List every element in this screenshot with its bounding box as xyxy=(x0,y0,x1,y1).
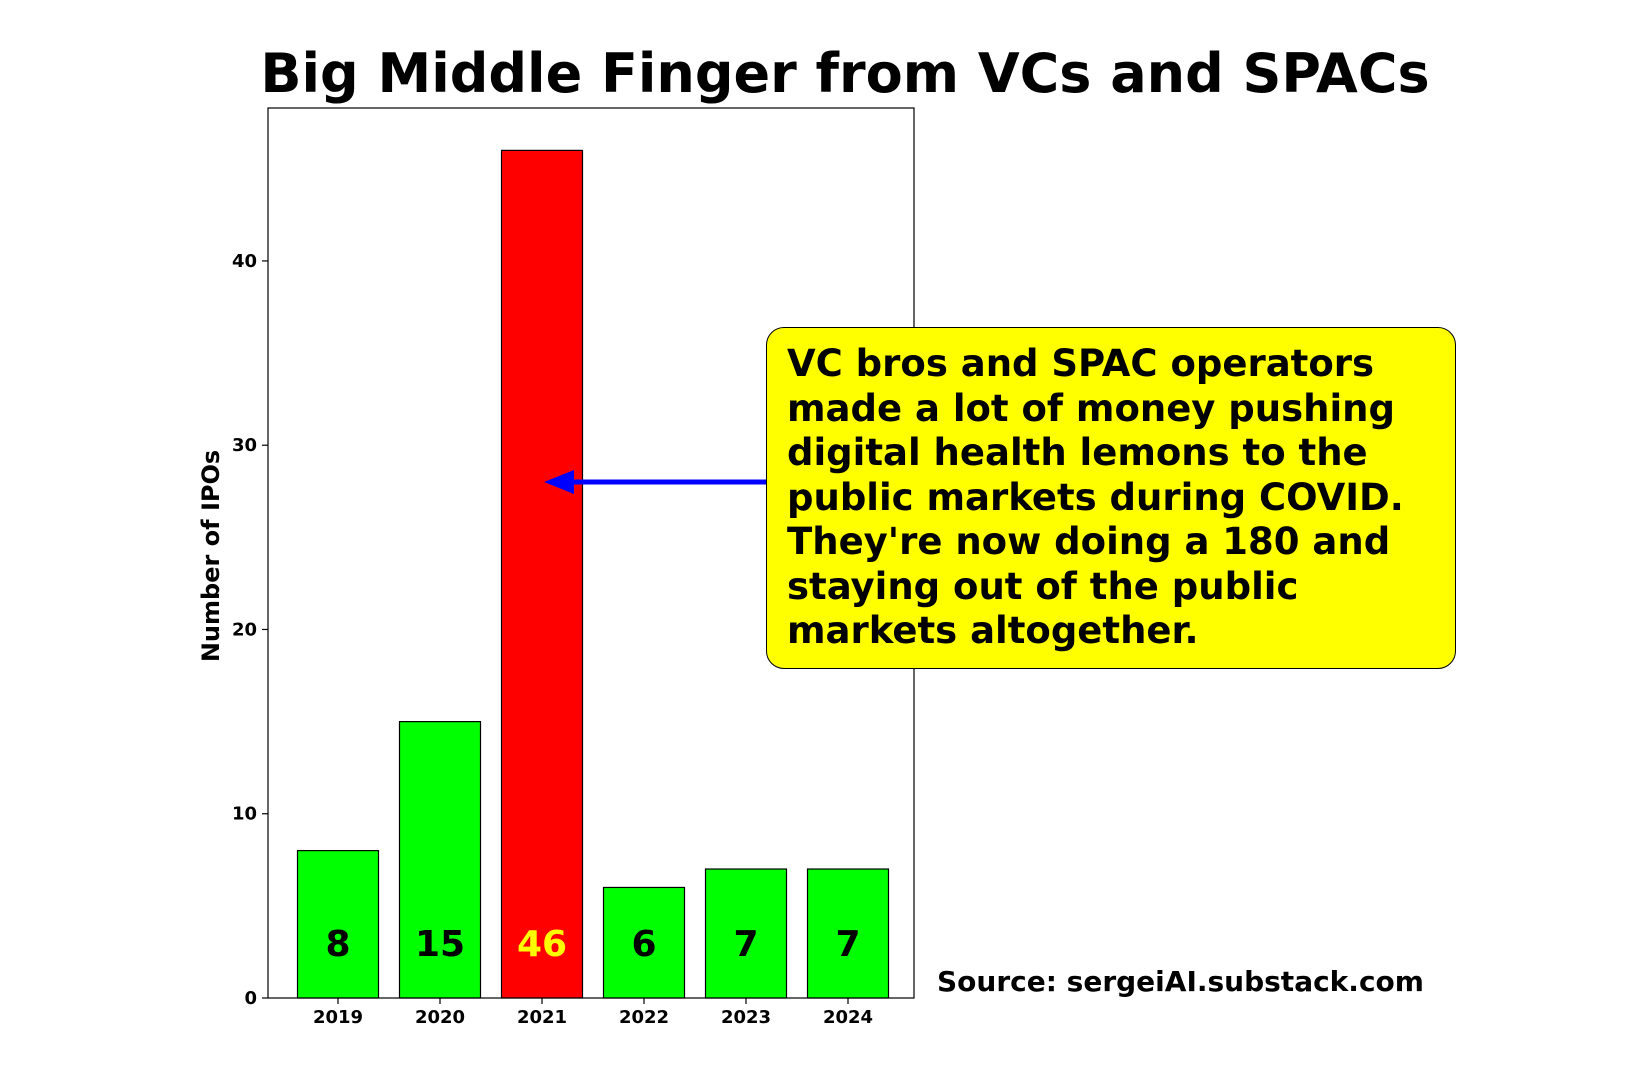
bar-2019 xyxy=(296,849,380,999)
y-tick-label-30: 30 xyxy=(232,435,257,456)
data-label-2022: 6 xyxy=(631,924,656,965)
bar-2021 xyxy=(500,149,584,999)
y-tick-label-20: 20 xyxy=(232,619,257,640)
x-tick-label-2019: 2019 xyxy=(313,1007,363,1028)
x-tick-label-2023: 2023 xyxy=(721,1007,771,1028)
source-note: Source: sergeiAI.substack.com xyxy=(937,965,1424,998)
data-label-2020: 15 xyxy=(415,924,465,965)
x-tick-label-2020: 2020 xyxy=(415,1007,465,1028)
data-label-2024: 7 xyxy=(835,924,860,965)
chart-title: Big Middle Finger from VCs and SPACs xyxy=(260,42,1429,105)
annotation-arrow-head xyxy=(544,470,574,495)
x-tick-label-2024: 2024 xyxy=(823,1007,873,1028)
data-label-2023: 7 xyxy=(733,924,758,965)
data-label-2021: 46 xyxy=(517,924,567,965)
x-tick-label-2022: 2022 xyxy=(619,1007,669,1028)
plot-area: 8 15 46 6 7 7 0 10 20 30 40 2019 2020 2021 2022 2023 202… xyxy=(232,107,915,1028)
annotation-callout-box: VC bros and SPAC operators made a lot of… xyxy=(766,327,1456,669)
x-tick-label-2021: 2021 xyxy=(517,1007,567,1028)
bar-2020 xyxy=(398,721,482,999)
y-tick-label-10: 10 xyxy=(232,804,257,825)
data-label-2019: 8 xyxy=(325,924,350,965)
y-tick-label-0: 0 xyxy=(244,988,257,1009)
y-tick-label-40: 40 xyxy=(232,251,257,272)
y-axis-label: Number of IPOs xyxy=(197,450,225,662)
